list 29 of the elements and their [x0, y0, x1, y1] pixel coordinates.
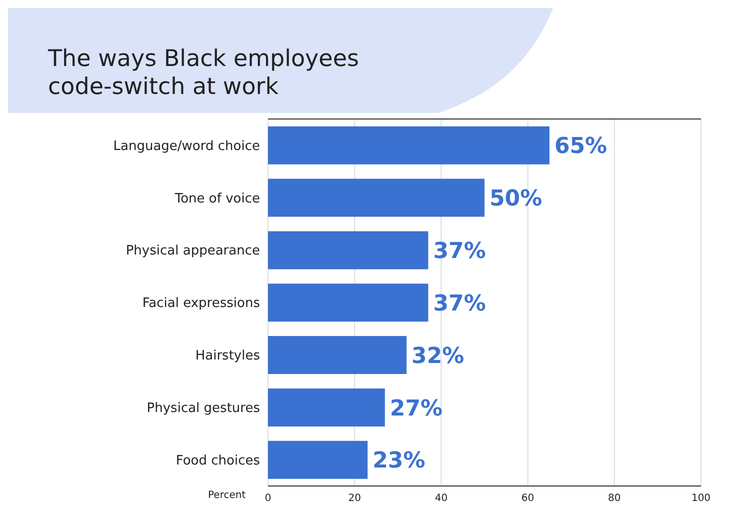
bar: [268, 388, 385, 426]
data-label: 50%: [490, 186, 542, 212]
x-axis-title: Percent: [208, 490, 246, 501]
data-label: 23%: [372, 448, 426, 474]
y-tick-label: Language/word choice: [113, 138, 260, 154]
x-tick-label: 60: [521, 493, 534, 504]
bar: [268, 336, 407, 374]
data-label: 37%: [433, 291, 486, 316]
data-label: 32%: [412, 344, 464, 369]
data-label: 37%: [433, 239, 486, 264]
data-label: 65%: [554, 134, 608, 160]
x-tick-label: 20: [348, 493, 361, 504]
y-tick-label: Physical appearance: [126, 244, 260, 259]
y-tick-label: Tone of voice: [174, 191, 260, 206]
x-tick-label: 80: [608, 493, 621, 504]
y-tick-label: Food choices: [176, 453, 260, 468]
y-tick-label: Physical gestures: [146, 400, 260, 416]
bar: [268, 231, 428, 270]
data-label: 27%: [390, 396, 443, 422]
bar: [268, 440, 368, 479]
x-tick-label: 40: [434, 493, 448, 504]
bar: [268, 284, 428, 322]
bar: [268, 178, 484, 217]
bar: [268, 126, 550, 164]
y-tick-label: Hairstyles: [195, 348, 260, 364]
chart-title: The ways Black employees code-switch at work: [48, 46, 359, 102]
y-tick-label: Facial expressions: [142, 296, 260, 312]
x-tick-label: 100: [691, 493, 711, 504]
x-tick-label: 0: [264, 493, 272, 504]
